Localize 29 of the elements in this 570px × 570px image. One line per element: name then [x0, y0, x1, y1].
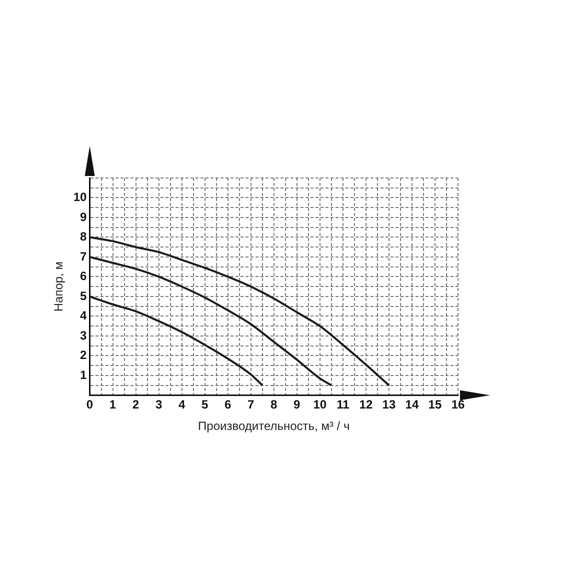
- y-tick-label: 3: [80, 328, 88, 342]
- x-tick-label: 11: [336, 398, 350, 412]
- y-tick-label: 4: [80, 308, 88, 323]
- y-tick-label: 6: [80, 269, 88, 284]
- x-tick-label: 6: [224, 398, 232, 412]
- x-tick-label: 3: [155, 398, 162, 412]
- x-tick-label: 7: [248, 398, 255, 412]
- y-tick-label: 5: [80, 288, 88, 303]
- y-tick-label: 2: [80, 348, 88, 362]
- x-tick-label: 14: [405, 398, 419, 412]
- x-tick-label: 13: [382, 398, 396, 412]
- y-tick-label: 1: [80, 368, 88, 382]
- y-axis-title: Напор, м: [52, 262, 66, 312]
- y-tick-label: 7: [80, 249, 88, 264]
- y-tick-label: 9: [80, 210, 88, 224]
- x-tick-label: 8: [270, 398, 278, 412]
- x-tick-label: 16: [451, 398, 465, 412]
- x-tick-label: 0: [86, 398, 94, 412]
- x-axis-title: Производительность, м³ / ч: [198, 419, 350, 434]
- x-tick-label: 4: [178, 398, 186, 412]
- x-tick-label: 10: [313, 398, 327, 412]
- x-tick-label: 12: [359, 398, 373, 412]
- x-tick-label: 9: [294, 398, 301, 412]
- x-tick-label: 15: [428, 398, 442, 412]
- x-tick-label: 5: [201, 398, 208, 412]
- y-tick-label: 10: [73, 190, 88, 204]
- y-tick-label: 8: [80, 230, 88, 244]
- x-tick-label: 2: [132, 398, 140, 412]
- x-tick-label: 1: [109, 398, 116, 412]
